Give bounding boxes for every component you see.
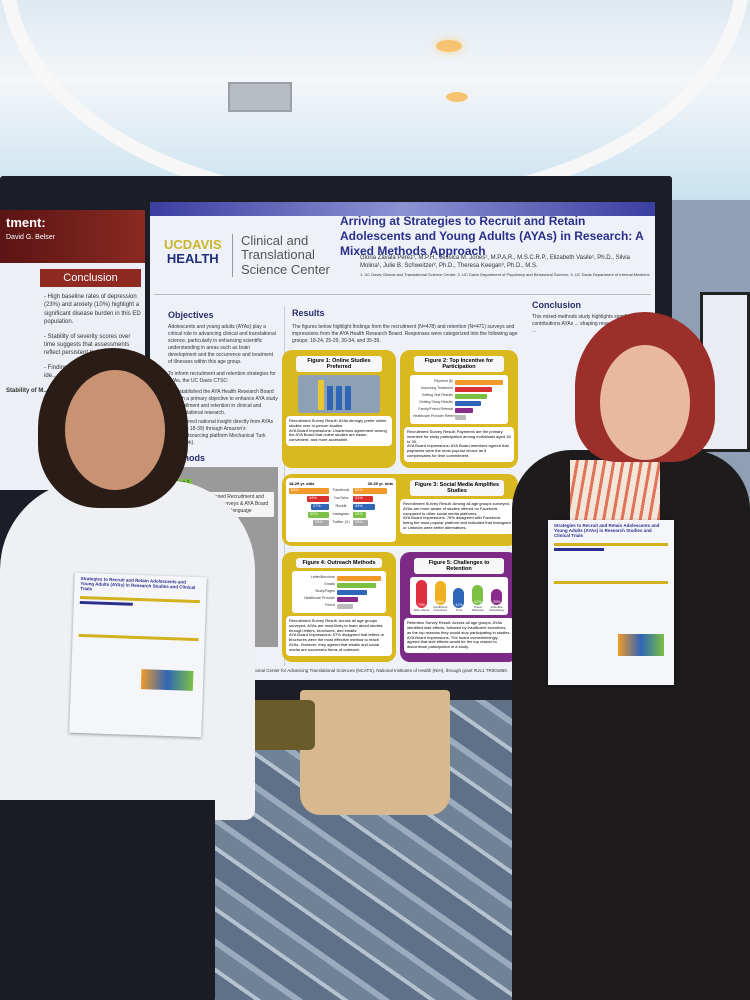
handout-chart	[618, 634, 664, 656]
figure-3-row: 63% Facebook 52%	[289, 487, 393, 494]
figure-1-chart	[298, 375, 380, 413]
figure-2: Figure 2: Top Incentive for Participatio…	[400, 350, 518, 468]
figure-5-column: 42% Travel Distance	[469, 584, 486, 613]
poster-authors: David G. Belser	[6, 234, 56, 241]
poster-heading: tment:	[6, 215, 46, 230]
ceiling-vent	[228, 82, 292, 112]
chart-title: Stability of M...	[6, 387, 49, 394]
figure-2-row: Payment ($)	[413, 379, 505, 385]
figure-5-column: 55% Insufficient Incentives	[432, 580, 449, 613]
figure-2-row: Healthcare Provider Referral	[413, 414, 505, 420]
funding-note: ...supported by the National Center for …	[210, 668, 508, 673]
ceiling-light	[436, 40, 462, 52]
handout-left[interactable]: Strategies to Recruit and Retain Adolesc…	[69, 572, 207, 738]
ceiling	[0, 0, 750, 210]
background-person-legs	[300, 690, 450, 815]
figure-2-row: Family/Friend Referral	[413, 407, 505, 413]
figure-5: Figure 5: Challenges to Retention 70% Sid…	[400, 552, 518, 662]
figure-4-row: Letter/Brochure	[295, 575, 383, 581]
ucdavis-health-logo: UCDAVIS HEALTH	[164, 237, 222, 266]
handout-chart	[140, 669, 194, 691]
poster-authors: Gloria Zavala Perez¹, M.P.H., Jessica M.…	[360, 255, 650, 277]
conclusion-section: Conclusion This mixed-methods study high…	[532, 300, 637, 334]
figure-3-row: 27% Reddit 34%	[289, 503, 393, 510]
bullet: - High baseline rates of depression (23%…	[44, 294, 141, 326]
figure-2-row: Getting Study Results	[413, 400, 505, 406]
figure-5-column: 70% Side effects	[413, 580, 430, 612]
figure-4-row: Emails	[295, 582, 383, 588]
figure-3-chart: 18-29 yr. olds 30-39 yr. olds 63% Facebook…	[286, 478, 396, 542]
conclusion-heading: Conclusion	[40, 269, 141, 287]
figure-5-chart: 70% Side effects 55% Insufficient Incentiv…	[410, 577, 508, 616]
figure-4-row: Study/Pages	[295, 589, 383, 595]
divider	[154, 294, 651, 295]
figure-2-row: Getting Test Results	[413, 393, 505, 399]
figure-2-chart: Payment ($) Improving Treatment Getting …	[410, 375, 508, 424]
person-left-pants	[0, 800, 215, 1000]
figure-5-column: 29% Inflexible Scheduling	[488, 588, 505, 613]
figure-3-row: 32% Instagram 19%	[289, 511, 393, 518]
person-left-face	[65, 370, 165, 490]
figure-4-row: Healthcare Provider	[295, 596, 383, 602]
figure-2-row: Improving Treatment	[413, 386, 505, 392]
bullet: - Stability of severity scores over time…	[44, 333, 131, 357]
figure-1: Figure 1: Online Studies Preferred Recru…	[282, 350, 396, 468]
handout-right[interactable]: Strategies to Recruit and Retain Adolesc…	[548, 520, 674, 685]
person-right-blouse	[570, 460, 660, 530]
figure-4: Figure 4: Outreach Methods Letter/Brochu…	[282, 552, 396, 662]
ceiling-light	[446, 92, 468, 102]
person-right-face	[600, 345, 690, 460]
results-section: Results The figures below highlight find…	[292, 308, 518, 344]
figure-3-row: 34% YouTube 31%	[289, 495, 393, 502]
figure-5-column: 42% Time	[451, 588, 468, 612]
poster-top-bar	[150, 202, 655, 216]
figure-3: 18-29 yr. olds 30-39 yr. olds 63% Facebook…	[282, 474, 518, 546]
figure-3-row: 25% Twitter (X) 22%	[289, 519, 393, 526]
figure-4-row: Friend	[295, 603, 383, 609]
center-name: Clinical and Translational Science Cente…	[232, 233, 342, 277]
poster-title: Arriving at Strategies to Recruit and Re…	[340, 214, 644, 258]
figure-4-chart: Letter/Brochure Emails Study/Pages Healt…	[292, 571, 386, 613]
